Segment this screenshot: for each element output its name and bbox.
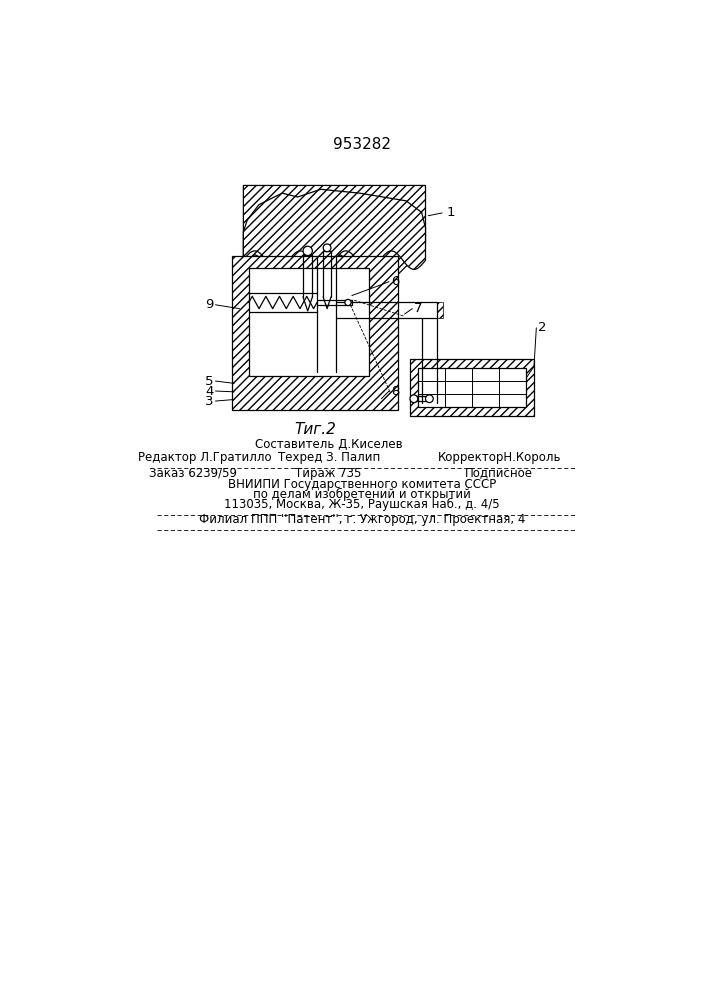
Circle shape xyxy=(426,395,433,403)
Text: Редактор Л.Гратилло: Редактор Л.Гратилло xyxy=(138,451,271,464)
Text: Τиг.2: Τиг.2 xyxy=(295,422,337,437)
Text: Подписное: Подписное xyxy=(465,467,533,480)
Bar xyxy=(437,302,443,318)
Text: 7: 7 xyxy=(414,302,422,315)
Bar xyxy=(232,256,398,410)
Text: 113035, Москва, Ж-35, Раушская наб., д. 4/5: 113035, Москва, Ж-35, Раушская наб., д. … xyxy=(224,498,500,511)
Text: ВНИИПИ Государственного комитета СССР: ВНИИПИ Государственного комитета СССР xyxy=(228,478,496,491)
Text: 2: 2 xyxy=(538,321,547,334)
Circle shape xyxy=(323,244,331,252)
Text: по делам изобретений и открытий: по делам изобретений и открытий xyxy=(253,488,471,501)
Text: 9: 9 xyxy=(206,298,214,311)
Text: Заказ 6239/59: Заказ 6239/59 xyxy=(149,467,237,480)
Circle shape xyxy=(410,395,418,403)
Text: 3: 3 xyxy=(206,395,214,408)
Text: 5: 5 xyxy=(206,375,214,388)
Circle shape xyxy=(345,299,351,306)
Circle shape xyxy=(303,246,312,256)
Polygon shape xyxy=(243,185,426,274)
Text: 4: 4 xyxy=(206,385,214,398)
Text: Филиал ППП ''Патент'', г. Ужгород, ул. Проектная, 4: Филиал ППП ''Патент'', г. Ужгород, ул. П… xyxy=(199,513,525,526)
Polygon shape xyxy=(243,189,426,269)
Text: 6: 6 xyxy=(391,275,399,288)
Text: Техред З. Палип: Техред З. Палип xyxy=(278,451,380,464)
Text: Тираж 735: Тираж 735 xyxy=(296,467,362,480)
Bar xyxy=(418,368,526,407)
Text: 953282: 953282 xyxy=(333,137,391,152)
Text: 1: 1 xyxy=(446,206,455,219)
Text: Составитель Д.Киселев: Составитель Д.Киселев xyxy=(255,438,402,451)
Bar xyxy=(410,359,534,416)
Text: КорректорН.Король: КорректорН.Король xyxy=(438,451,561,464)
Text: 8: 8 xyxy=(391,385,399,398)
Bar xyxy=(249,268,369,376)
